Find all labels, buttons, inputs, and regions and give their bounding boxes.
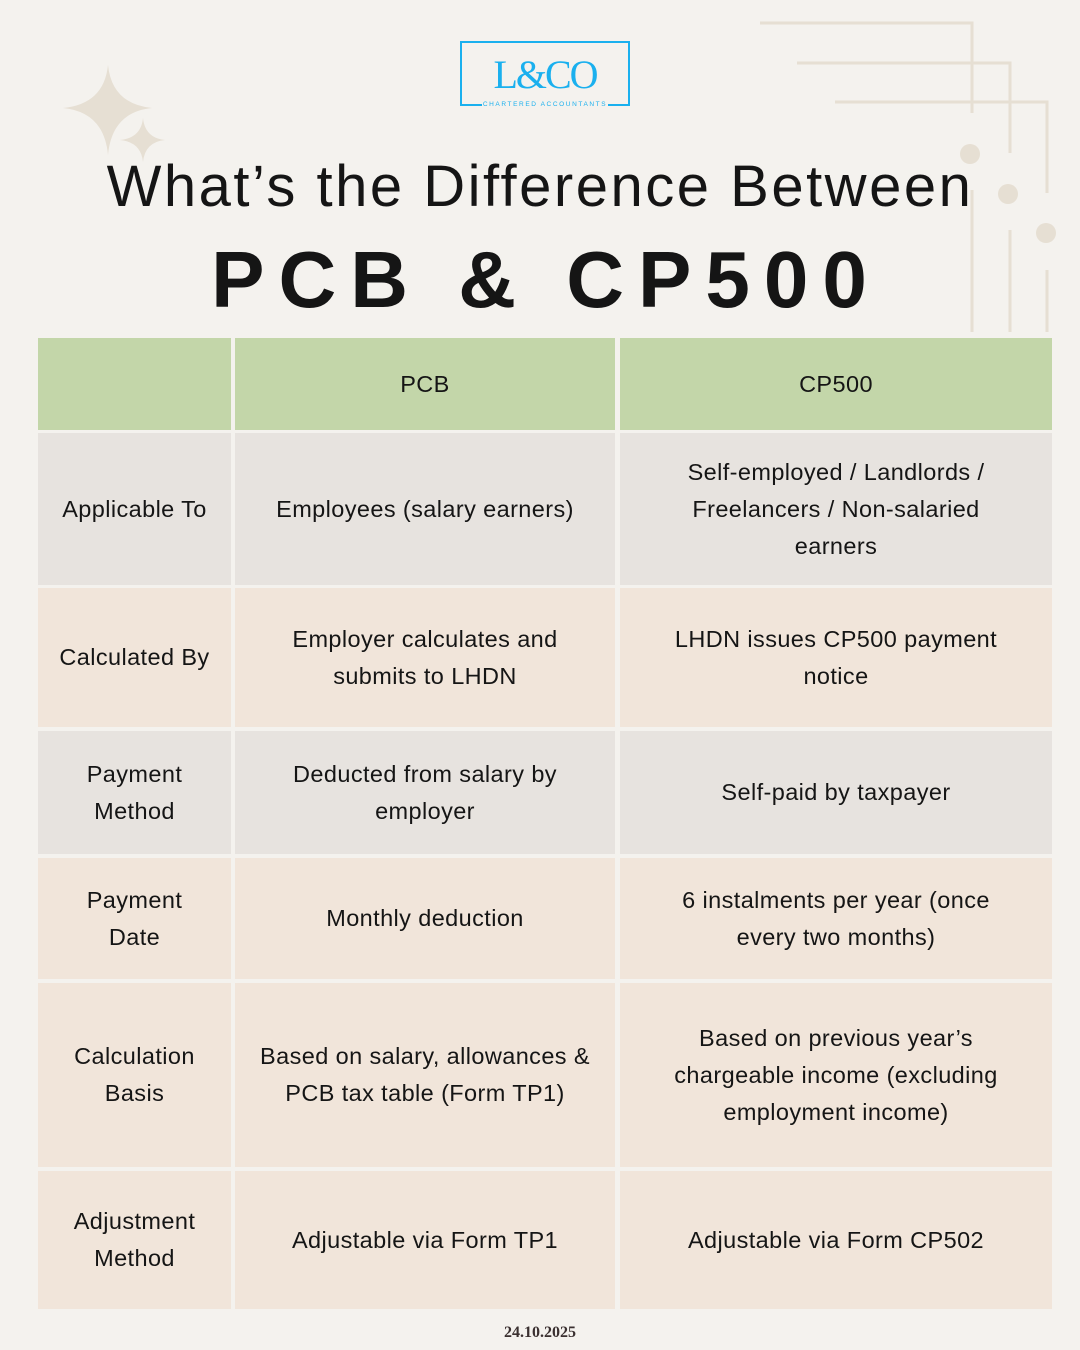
header-cell-pcb: PCB [235,338,615,430]
row-label: Adjustment Method [38,1171,231,1309]
cp500-cell: Adjustable via Form CP502 [620,1171,1052,1309]
row-label: Payment Date [38,858,231,979]
pcb-cell: Adjustable via Form TP1 [235,1171,615,1309]
header-cell-cp500: CP500 [620,338,1052,430]
cp500-cell: 6 instalments per year (once every two m… [620,858,1052,979]
row-label: Calculated By [38,588,231,727]
cp500-cell: Self-employed / Landlords / Freelancers … [620,433,1052,585]
page-title: What’s the Difference Between [106,154,974,219]
cp500-cell: LHDN issues CP500 payment notice [620,588,1052,727]
date-label: 24.10.2025 [504,1324,576,1341]
row-label: Payment Method [38,731,231,854]
row-label: Applicable To [38,433,231,585]
logo-wordmark: L&CO [493,52,598,97]
pcb-cell: Employer calculates and submits to LHDN [235,588,615,727]
page-subtitle: PCB & CP500 [211,235,881,324]
company-logo: L&CO CHARTERED ACCOUNTANTS [460,41,630,110]
pcb-cell: Deducted from salary by employer [235,731,615,854]
sparkle-icon [63,65,165,162]
row-label: Calculation Basis [38,983,231,1167]
cp500-cell: Based on previous year’s chargeable inco… [620,983,1052,1167]
decorative-lines [63,21,1056,332]
pcb-cell: Based on salary, allowances & PCB tax ta… [235,983,615,1167]
pcb-cell: Monthly deduction [235,858,615,979]
header-cell-empty [38,338,231,430]
pcb-cell: Employees (salary earners) [235,433,615,585]
logo-tagline: CHARTERED ACCOUNTANTS [482,100,608,110]
cp500-cell: Self-paid by taxpayer [620,731,1052,854]
